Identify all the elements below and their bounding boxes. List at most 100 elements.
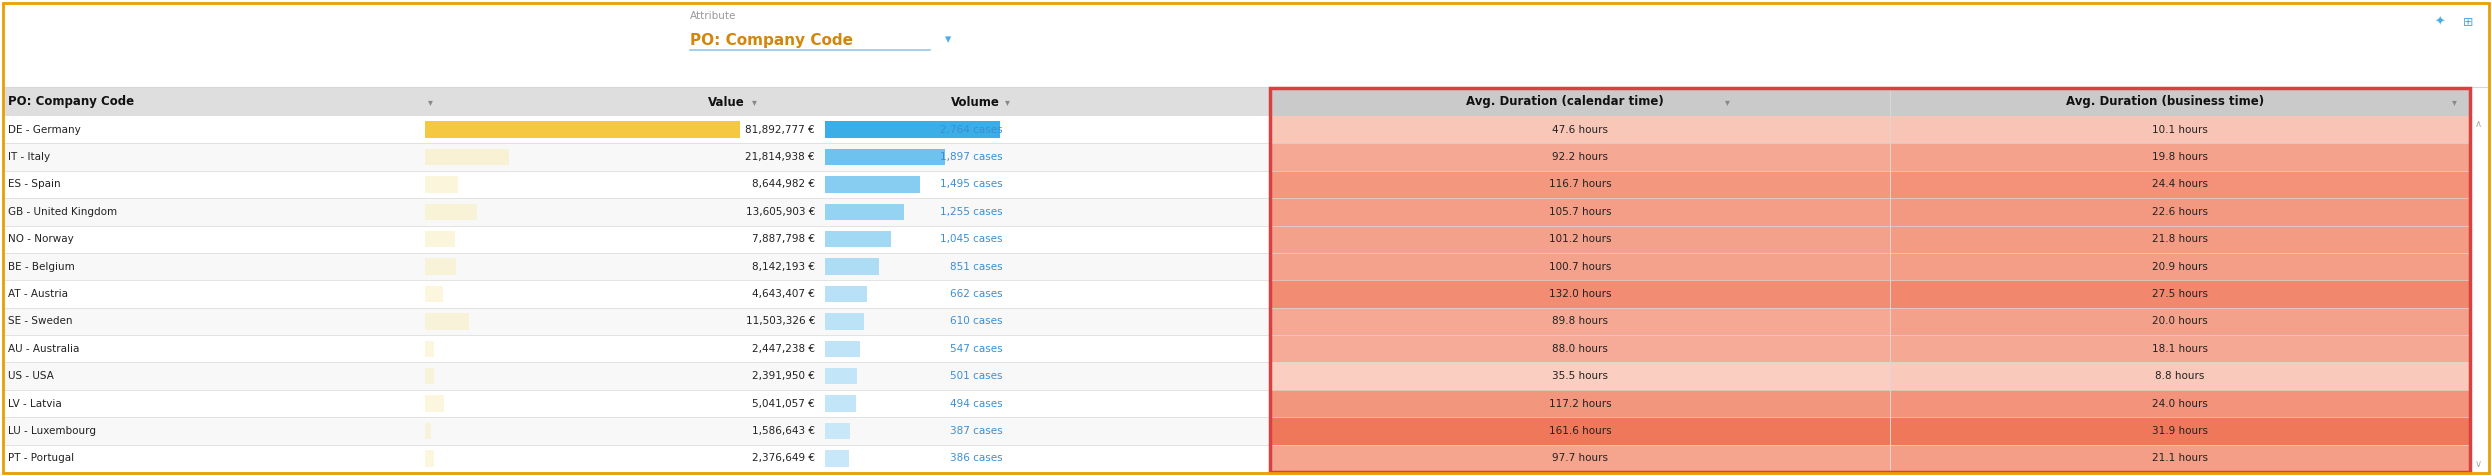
Text: 494 cases: 494 cases [949,398,1002,408]
Bar [426,231,456,248]
Text: 1,045 cases: 1,045 cases [939,234,1002,244]
Bar [1889,198,2470,226]
Text: Value: Value [708,96,745,109]
Bar [2,116,1271,143]
Text: ES - Spain: ES - Spain [7,179,60,189]
Text: 387 cases: 387 cases [949,426,1002,436]
Bar [2,171,1271,198]
Bar [1271,253,1889,280]
Bar [1271,335,1889,362]
Text: 22.6 hours: 22.6 hours [2153,207,2208,217]
Text: Volume: Volume [952,96,999,109]
Bar [1271,198,1889,226]
Bar [426,340,434,357]
Text: SE - Sweden: SE - Sweden [7,317,72,327]
Bar [1271,88,2470,116]
Text: Avg. Duration (calendar time): Avg. Duration (calendar time) [1465,96,1665,109]
Text: 2,376,649 €: 2,376,649 € [753,453,815,463]
Bar [2,445,1271,472]
Text: NO - Norway: NO - Norway [7,234,75,244]
Text: 101.2 hours: 101.2 hours [1548,234,1612,244]
Text: ⊞: ⊞ [2462,16,2472,29]
Bar [2,362,1271,390]
Text: 11,503,326 €: 11,503,326 € [745,317,815,327]
Bar [1271,143,1889,171]
Text: 8,644,982 €: 8,644,982 € [753,179,815,189]
Text: ▾: ▾ [944,33,952,47]
Text: 19.8 hours: 19.8 hours [2153,152,2208,162]
Text: 89.8 hours: 89.8 hours [1553,317,1607,327]
Text: 31.9 hours: 31.9 hours [2153,426,2208,436]
Text: BE - Belgium: BE - Belgium [7,262,75,272]
Bar [2,143,1271,171]
Text: 117.2 hours: 117.2 hours [1548,398,1612,408]
Bar [1889,417,2470,445]
Bar [825,313,865,329]
Bar [825,231,892,248]
Bar [1889,253,2470,280]
Bar [825,121,999,138]
Bar [2,253,1271,280]
Bar [2,307,1271,335]
Bar [1271,445,1889,472]
Text: 20.0 hours: 20.0 hours [2153,317,2208,327]
Text: 851 cases: 851 cases [949,262,1002,272]
Text: 662 cases: 662 cases [949,289,1002,299]
Bar [1889,171,2470,198]
Bar [825,423,850,439]
Bar [1271,116,1889,143]
Text: 161.6 hours: 161.6 hours [1548,426,1612,436]
Text: Attribute: Attribute [690,11,735,21]
Text: 18.1 hours: 18.1 hours [2153,344,2208,354]
Bar [2,226,1271,253]
Text: ∧: ∧ [2475,119,2482,129]
Text: 21,814,938 €: 21,814,938 € [745,152,815,162]
Text: 92.2 hours: 92.2 hours [1553,152,1607,162]
Text: 1,897 cases: 1,897 cases [939,152,1002,162]
Bar [1889,226,2470,253]
Text: ∨: ∨ [2475,459,2482,469]
Bar [825,176,920,193]
Bar [426,121,740,138]
Bar [1889,390,2470,417]
Bar [1271,417,1889,445]
Text: 7,887,798 €: 7,887,798 € [753,234,815,244]
Bar [426,204,478,220]
Text: 81,892,777 €: 81,892,777 € [745,125,815,135]
Text: 100.7 hours: 100.7 hours [1550,262,1612,272]
Text: 105.7 hours: 105.7 hours [1548,207,1612,217]
Text: PO: Company Code: PO: Company Code [7,96,135,109]
Text: 2,764 cases: 2,764 cases [939,125,1002,135]
Bar [426,149,508,165]
Text: 116.7 hours: 116.7 hours [1548,179,1612,189]
Text: US - USA: US - USA [7,371,55,381]
Text: 24.4 hours: 24.4 hours [2153,179,2208,189]
Text: 35.5 hours: 35.5 hours [1553,371,1607,381]
Bar [825,258,880,275]
Text: 20.9 hours: 20.9 hours [2153,262,2208,272]
Text: 1,495 cases: 1,495 cases [939,179,1002,189]
Text: ▾: ▾ [1004,97,1009,107]
Bar [1889,335,2470,362]
Bar [1889,143,2470,171]
Bar [825,368,857,384]
Text: 1,586,643 €: 1,586,643 € [753,426,815,436]
Bar [825,396,857,412]
Text: LU - Luxembourg: LU - Luxembourg [7,426,97,436]
Bar [1889,116,2470,143]
Bar [426,423,431,439]
Bar [2,280,1271,307]
Bar [2,335,1271,362]
Bar [1271,88,2470,472]
Bar [426,286,444,302]
Text: 386 cases: 386 cases [949,453,1002,463]
Text: Avg. Duration (business time): Avg. Duration (business time) [2066,96,2265,109]
Text: 610 cases: 610 cases [949,317,1002,327]
Text: 4,643,407 €: 4,643,407 € [753,289,815,299]
Text: 27.5 hours: 27.5 hours [2153,289,2208,299]
Text: 10.1 hours: 10.1 hours [2153,125,2208,135]
Bar [825,450,850,466]
Bar [2,198,1271,226]
Text: AU - Australia: AU - Australia [7,344,80,354]
Text: ▾: ▾ [1724,97,1729,107]
